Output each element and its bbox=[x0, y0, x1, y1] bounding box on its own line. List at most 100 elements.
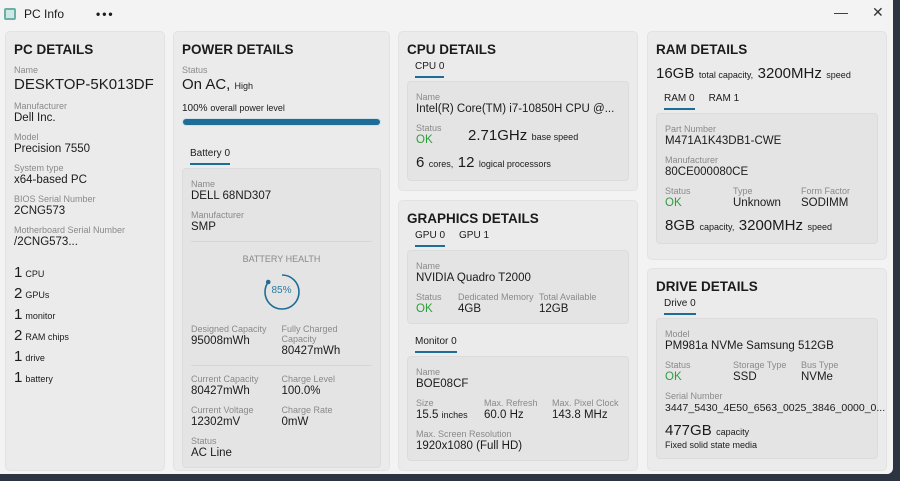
pc-name: DESKTOP-5K013DF bbox=[14, 76, 154, 93]
label: Name bbox=[416, 92, 441, 102]
tab-ram-1[interactable]: RAM 1 bbox=[708, 93, 740, 104]
label: Manufacturer bbox=[14, 101, 68, 111]
storage-type: SSD bbox=[733, 371, 757, 383]
manufacturer: Dell Inc. bbox=[14, 112, 56, 124]
label: Serial Number bbox=[665, 391, 723, 401]
bus-type: NVMe bbox=[801, 371, 833, 383]
current-voltage: 12302mV bbox=[191, 416, 241, 428]
power-status: On AC, High bbox=[182, 76, 254, 93]
more-menu-button[interactable]: ••• bbox=[96, 7, 115, 21]
label: Status bbox=[416, 292, 442, 302]
battery-name: DELL 68ND307 bbox=[191, 190, 272, 202]
drive-model: PM981a NVMe Samsung 512GB bbox=[665, 340, 834, 352]
tab-gpu-1[interactable]: GPU 1 bbox=[459, 230, 490, 241]
label: Name bbox=[14, 65, 39, 75]
count-item: 2 RAM chips bbox=[14, 327, 69, 344]
ram-type: Unknown bbox=[733, 197, 781, 209]
gpu-name: NVIDIA Quadro T2000 bbox=[416, 272, 531, 284]
label: Name bbox=[191, 179, 216, 189]
title-bar: PC Info ••• — ✕ bbox=[0, 0, 893, 28]
label: Designed Capacity bbox=[191, 324, 267, 334]
ram-manufacturer: 80CE000080CE bbox=[665, 166, 749, 178]
card-title: POWER DETAILS bbox=[182, 42, 294, 57]
gpu-panel: Name NVIDIA Quadro T2000 Status OK Dedica… bbox=[407, 250, 629, 324]
power-level-bar bbox=[182, 118, 381, 126]
label: System type bbox=[14, 163, 64, 173]
drive-capacity: 477GB capacity bbox=[665, 422, 750, 439]
label: Max. Pixel Clock bbox=[552, 398, 619, 408]
monitor-size: 15.5 inches bbox=[416, 409, 468, 421]
drive-status: OK bbox=[665, 371, 682, 383]
motherboard-serial: /2CNG573... bbox=[14, 236, 78, 248]
close-button[interactable]: ✕ bbox=[872, 4, 884, 20]
ram-status: OK bbox=[665, 197, 682, 209]
tab-battery-0[interactable]: Battery 0 bbox=[190, 148, 231, 165]
cpu-speed: 2.71GHz bbox=[468, 127, 528, 144]
label: Charge Rate bbox=[281, 405, 333, 415]
charge-level: 100.0% bbox=[281, 385, 321, 397]
label: Motherboard Serial Number bbox=[14, 225, 126, 235]
max-refresh: 60.0 Hz bbox=[484, 409, 524, 421]
tab-drive-0[interactable]: Drive 0 bbox=[664, 298, 696, 315]
power-details-card: POWER DETAILS Status On AC, High 100% ov… bbox=[173, 31, 390, 471]
label: Type bbox=[733, 186, 753, 196]
label: Name bbox=[416, 367, 441, 377]
ram-panel: Part Number M471A1K43DB1-CWE Manufacture… bbox=[656, 113, 878, 244]
form-factor: SODIMM bbox=[801, 197, 849, 209]
tab-monitor-0[interactable]: Monitor 0 bbox=[415, 336, 457, 353]
max-pixel-clock: 143.8 MHz bbox=[552, 409, 608, 421]
drive-serial: 3447_5430_4E50_6563_0025_3846_0000_0... bbox=[665, 402, 886, 414]
model: Precision 7550 bbox=[14, 143, 91, 155]
label: Model bbox=[14, 132, 39, 142]
total-available: 12GB bbox=[539, 303, 569, 315]
designed-capacity: 95008mWh bbox=[191, 335, 250, 347]
card-title: PC DETAILS bbox=[14, 42, 94, 57]
full-charge-capacity: 80427mWh bbox=[281, 345, 341, 357]
window-title: PC Info bbox=[24, 7, 65, 21]
label: Status bbox=[191, 436, 217, 446]
battery-health-value: 85% bbox=[271, 285, 292, 296]
label: Status bbox=[416, 123, 442, 133]
ring-icon bbox=[263, 274, 300, 310]
pc-details-card: PC DETAILS Name DESKTOP-5K013DF Manufact… bbox=[5, 31, 165, 471]
tab-gpu-0[interactable]: GPU 0 bbox=[415, 230, 446, 247]
label: Manufacturer bbox=[665, 155, 719, 165]
count-item: 1 drive bbox=[14, 348, 45, 365]
card-title: CPU DETAILS bbox=[407, 42, 497, 57]
ram-summary: 16GB total capacity, 3200MHz speed bbox=[656, 65, 851, 82]
label: Form Factor bbox=[801, 186, 851, 196]
battery-health-ring: 85% bbox=[262, 272, 302, 312]
label: Status bbox=[182, 65, 208, 75]
card-title: RAM DETAILS bbox=[656, 42, 748, 57]
label: Current Voltage bbox=[191, 405, 254, 415]
cpu-status: OK bbox=[416, 134, 433, 146]
battery-status: AC Line bbox=[191, 447, 232, 459]
tab-ram-0[interactable]: RAM 0 bbox=[664, 93, 695, 110]
monitor-name: BOE08CF bbox=[416, 378, 469, 390]
count-item: 2 GPUs bbox=[14, 285, 50, 302]
label: Charge Level bbox=[281, 374, 336, 384]
label: Max. Screen Resolution bbox=[416, 429, 512, 439]
power-level-fill bbox=[183, 119, 380, 125]
label: Model bbox=[665, 329, 690, 339]
minimize-button[interactable]: — bbox=[834, 4, 848, 20]
charge-rate: 0mW bbox=[281, 416, 309, 428]
count-item: 1 monitor bbox=[14, 306, 56, 323]
cpu-cores: 6 cores, 12 logical processors bbox=[416, 154, 551, 171]
dedicated-memory: 4GB bbox=[458, 303, 482, 315]
power-level: 100% overall power level bbox=[182, 103, 285, 114]
card-title: GRAPHICS DETAILS bbox=[407, 211, 539, 226]
count-item: 1 CPU bbox=[14, 264, 45, 281]
tab-cpu-0[interactable]: CPU 0 bbox=[415, 61, 445, 78]
drive-details-card: DRIVE DETAILS Drive 0 Model PM981a NVMe … bbox=[647, 268, 887, 471]
cpu-panel: Name Intel(R) Core(TM) i7-10850H CPU @..… bbox=[407, 81, 629, 181]
app-window: PC Info ••• — ✕ PC DETAILS Name DESKTOP-… bbox=[0, 0, 893, 474]
battery-health-label: BATTERY HEALTH bbox=[242, 254, 321, 264]
card-title: DRIVE DETAILS bbox=[656, 279, 758, 294]
label: Storage Type bbox=[733, 360, 787, 370]
count-item: 1 battery bbox=[14, 369, 53, 386]
max-resolution: 1920x1080 (Full HD) bbox=[416, 440, 523, 452]
app-icon bbox=[4, 8, 16, 20]
ram-details-card: RAM DETAILS 16GB total capacity, 3200MHz… bbox=[647, 31, 887, 260]
bios-serial: 2CNG573 bbox=[14, 205, 66, 217]
